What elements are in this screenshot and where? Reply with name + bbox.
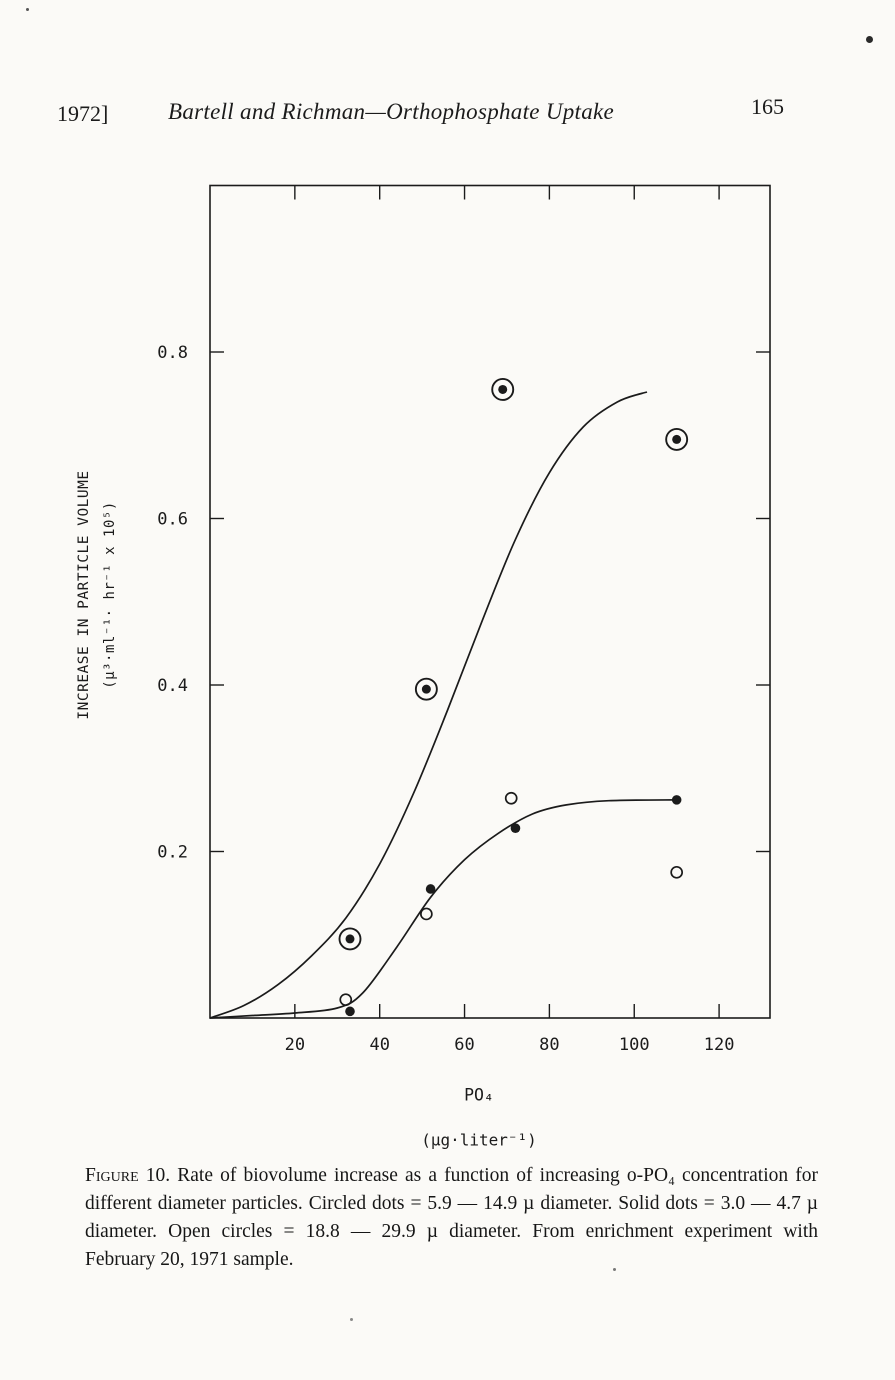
y-tick-label: 0.6	[157, 510, 188, 530]
circled-dot-marker-inner	[345, 934, 355, 944]
open-circle-marker	[670, 865, 684, 879]
x-tick-label: 60	[454, 1035, 474, 1055]
header-running-title: Bartell and Richman—Orthophosphate Uptak…	[168, 99, 615, 124]
header-page-number: 165	[751, 94, 784, 119]
circled-dot-marker-ring	[491, 378, 515, 401]
circled-dot-marker-ring	[665, 427, 689, 451]
x-tick-label: 100	[619, 1035, 650, 1055]
y-tick-label: 0.8	[157, 343, 188, 363]
figure-caption-text: Rate of biovolume increase as a function…	[85, 1165, 819, 1270]
lower-fitted-curve	[209, 799, 677, 1019]
upper-fitted-curve	[209, 391, 648, 1019]
y-axis-label: INCREASE IN PARTICLE VOLUME	[76, 470, 92, 720]
open-circle-marker	[339, 993, 353, 1007]
plot-frame	[209, 184, 771, 1019]
figure-chart: 20 40 60 80 100 120 0.2 0.4 0.6 0.8	[130, 175, 810, 1075]
open-circle-marker	[504, 791, 518, 805]
solid-dot-marker	[671, 795, 682, 805]
figure-caption-label: Figure 10.	[85, 1165, 171, 1186]
circled-dot-marker-ring	[338, 927, 362, 951]
circled-dot-marker-inner	[498, 384, 508, 394]
scan-speck	[613, 1268, 616, 1271]
solid-dot-marker	[425, 884, 436, 894]
y-axis-units-label: (µ³·ml⁻¹· hr⁻¹ x 10⁵)	[102, 501, 118, 689]
open-circle-marker	[420, 907, 433, 921]
x-tick-label: 80	[539, 1035, 559, 1055]
figure-caption: Figure 10. Rate of biovolume increase as…	[85, 1162, 818, 1274]
header-year: 1972]	[57, 101, 109, 126]
y-tick-label: 0.2	[157, 843, 188, 863]
scan-speck	[26, 8, 29, 11]
scan-speck	[866, 36, 873, 43]
x-tick-label: 20	[285, 1035, 305, 1055]
x-axis-units-label: (µg·liter⁻¹)	[421, 1130, 537, 1150]
x-tick-label: 40	[369, 1035, 389, 1055]
chart-svg: 20 40 60 80 100 120 0.2 0.4 0.6 0.8	[157, 184, 771, 1055]
solid-dot-marker	[345, 1006, 355, 1017]
circled-dot-marker-ring	[414, 677, 438, 701]
circled-dot-marker-inner	[672, 434, 682, 444]
scan-speck	[350, 1318, 353, 1321]
circled-dot-marker-inner	[421, 684, 431, 694]
solid-dot-marker	[510, 823, 521, 833]
y-tick-label: 0.4	[157, 676, 188, 696]
x-axis-label: PO₄	[464, 1085, 494, 1105]
x-tick-label: 120	[704, 1035, 735, 1055]
